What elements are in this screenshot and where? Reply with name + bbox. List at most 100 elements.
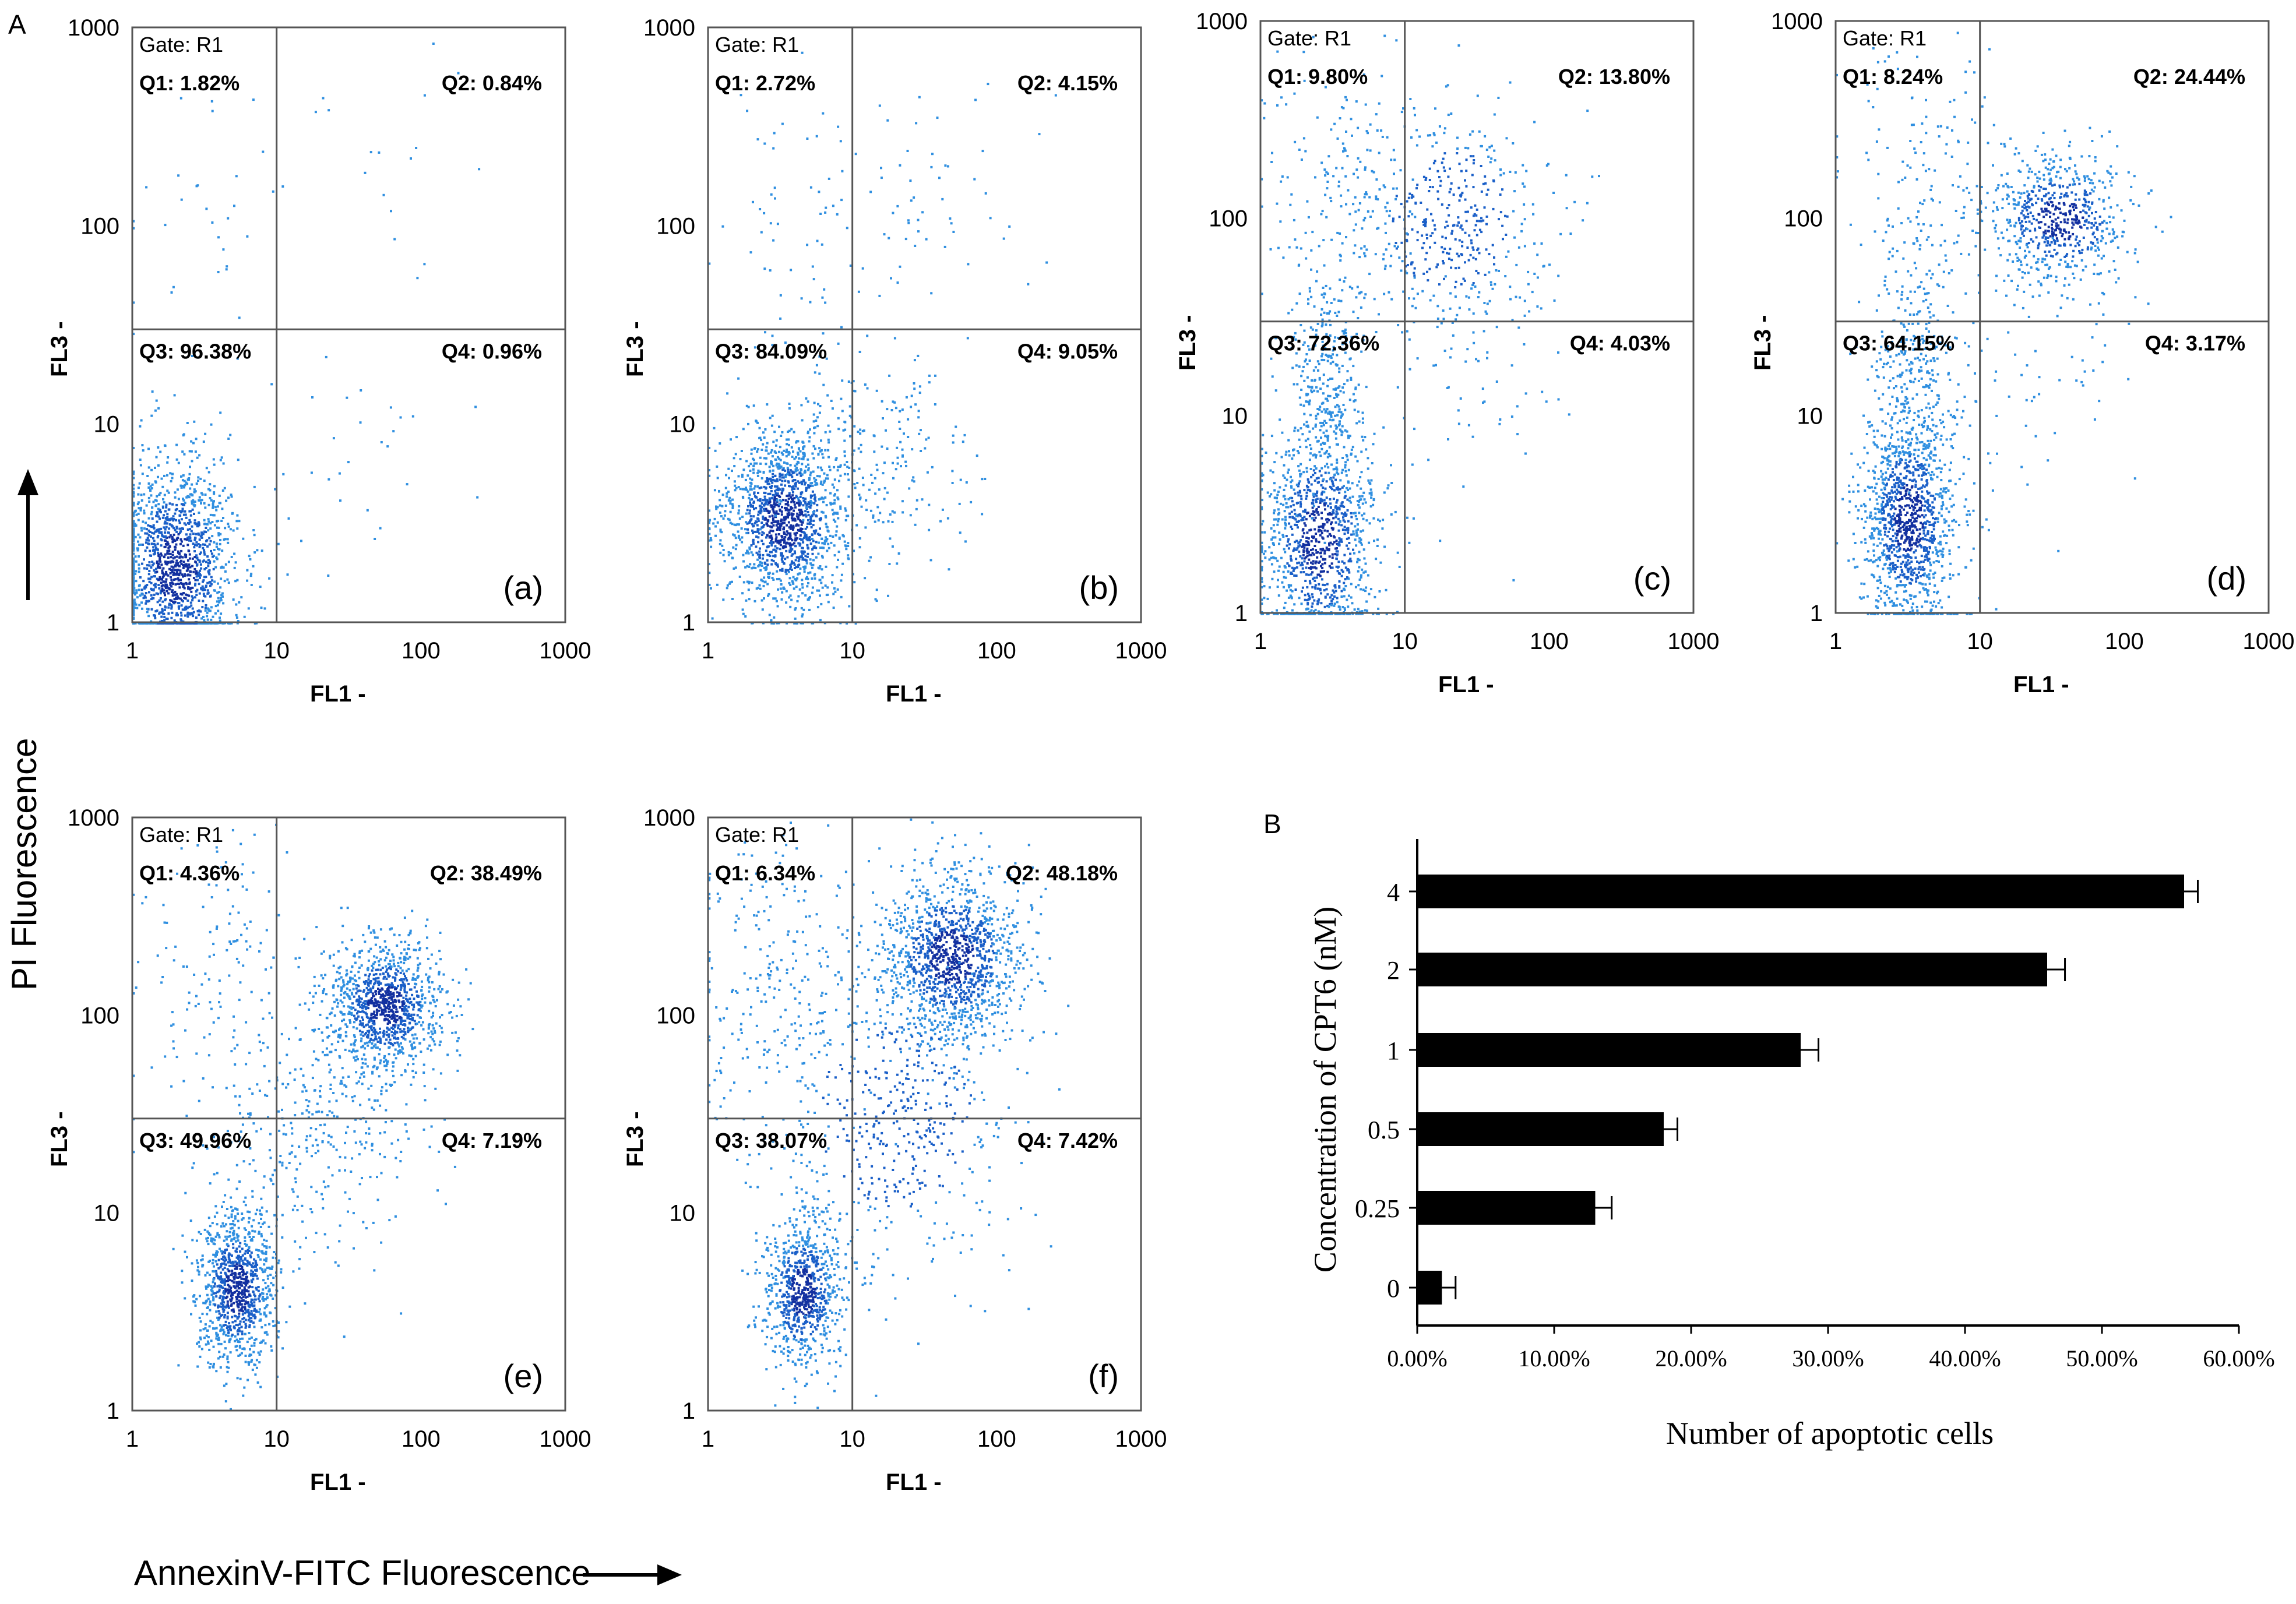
scatter-point xyxy=(1321,352,1324,355)
scatter-point xyxy=(1297,513,1300,516)
scatter-point xyxy=(1317,601,1320,604)
scatter-point xyxy=(1302,532,1305,535)
scatter-point xyxy=(210,423,213,426)
scatter-point xyxy=(168,567,171,570)
scatter-point xyxy=(1314,423,1317,426)
scatter-point xyxy=(770,497,773,500)
scatter-point xyxy=(1315,492,1318,495)
scatter-point xyxy=(218,601,221,604)
scatter-point xyxy=(1336,566,1339,569)
scatter-point xyxy=(1346,544,1348,547)
scatter-point xyxy=(216,526,219,529)
scatter-point xyxy=(1299,514,1302,517)
scatter-point xyxy=(784,516,787,519)
scatter-point xyxy=(800,493,802,496)
scatter-point xyxy=(926,471,929,474)
scatter-point xyxy=(719,551,722,554)
scatter-point xyxy=(1327,435,1330,438)
scatter-point xyxy=(744,615,747,618)
scatter-point xyxy=(1338,537,1341,540)
scatter-point xyxy=(1319,548,1322,551)
scatter-point xyxy=(1291,533,1294,536)
scatter-point xyxy=(132,584,135,587)
scatter-point xyxy=(183,503,185,506)
scatter-point xyxy=(1344,334,1347,337)
scatter-point xyxy=(783,521,786,524)
scatter-point xyxy=(1305,497,1308,500)
scatter-point xyxy=(1340,414,1343,417)
scatter-point xyxy=(786,495,788,498)
scatter-point xyxy=(1337,473,1340,475)
scatter-point xyxy=(166,489,169,492)
scatter-point xyxy=(172,566,175,569)
scatter-point xyxy=(1338,367,1341,370)
scatter-point xyxy=(139,425,142,428)
scatter-point xyxy=(967,263,970,266)
scatter-point xyxy=(1316,440,1319,443)
scatter-point xyxy=(1345,454,1348,456)
scatter-point xyxy=(184,614,186,617)
scatter-point xyxy=(1336,554,1339,556)
scatter-point xyxy=(181,573,184,576)
scatter-point xyxy=(1301,529,1304,532)
scatter-point xyxy=(758,563,761,566)
scatter-point xyxy=(848,405,851,408)
scatter-point xyxy=(837,417,840,419)
scatter-point xyxy=(811,265,814,268)
scatter-point xyxy=(1290,526,1293,528)
scatter-point xyxy=(758,510,761,513)
scatter-point xyxy=(804,481,807,484)
scatter-point xyxy=(1355,544,1358,547)
scatter-point xyxy=(918,392,921,394)
scatter-point xyxy=(1326,408,1329,411)
scatter-point xyxy=(823,481,826,484)
scatter-point xyxy=(817,566,820,569)
scatter-point xyxy=(150,414,153,417)
scatter-point xyxy=(759,509,762,512)
scatter-point xyxy=(132,473,135,475)
scatter-point xyxy=(807,510,809,513)
scatter-point xyxy=(253,622,256,625)
scatter-point xyxy=(811,577,814,580)
scatter-point xyxy=(766,534,769,537)
scatter-point xyxy=(823,542,826,545)
scatter-point xyxy=(179,530,182,533)
scatter-point xyxy=(759,587,762,590)
scatter-point xyxy=(853,483,856,485)
scatter-point xyxy=(1346,430,1348,433)
scatter-point xyxy=(135,603,138,606)
scatter-point xyxy=(132,537,135,540)
scatter-point xyxy=(788,550,791,553)
scatter-point xyxy=(132,610,135,613)
scatter-point xyxy=(1333,602,1336,605)
scatter-point xyxy=(1300,427,1302,430)
scatter-point xyxy=(745,552,748,555)
scatter-point xyxy=(816,425,819,428)
scatter-point xyxy=(837,551,840,554)
scatter-point xyxy=(792,485,795,488)
scatter-point xyxy=(164,520,167,523)
scatter-point xyxy=(1326,437,1329,440)
gate-label: Gate: R1 xyxy=(139,33,223,57)
scatter-point xyxy=(1375,198,1378,200)
scatter-point xyxy=(1284,516,1287,519)
scatter-point xyxy=(1285,535,1288,538)
scatter-point xyxy=(1329,287,1332,290)
scatter-point xyxy=(833,502,836,505)
scatter-point xyxy=(1323,549,1326,552)
scatter-point xyxy=(1303,516,1306,519)
scatter-point xyxy=(1339,232,1341,235)
scatter-point xyxy=(1288,522,1291,525)
scatter-point xyxy=(1365,609,1368,612)
scatter-point xyxy=(769,492,772,495)
scatter-point xyxy=(1474,224,1477,227)
scatter-point xyxy=(760,562,763,565)
scatter-point xyxy=(1306,363,1309,365)
scatter-point xyxy=(832,593,835,595)
scatter-point xyxy=(779,587,782,590)
scatter-point xyxy=(1311,566,1314,569)
scatter-point xyxy=(192,503,195,506)
scatter-point xyxy=(793,431,795,433)
scatter-point xyxy=(740,450,743,452)
scatter-point xyxy=(1302,543,1305,546)
